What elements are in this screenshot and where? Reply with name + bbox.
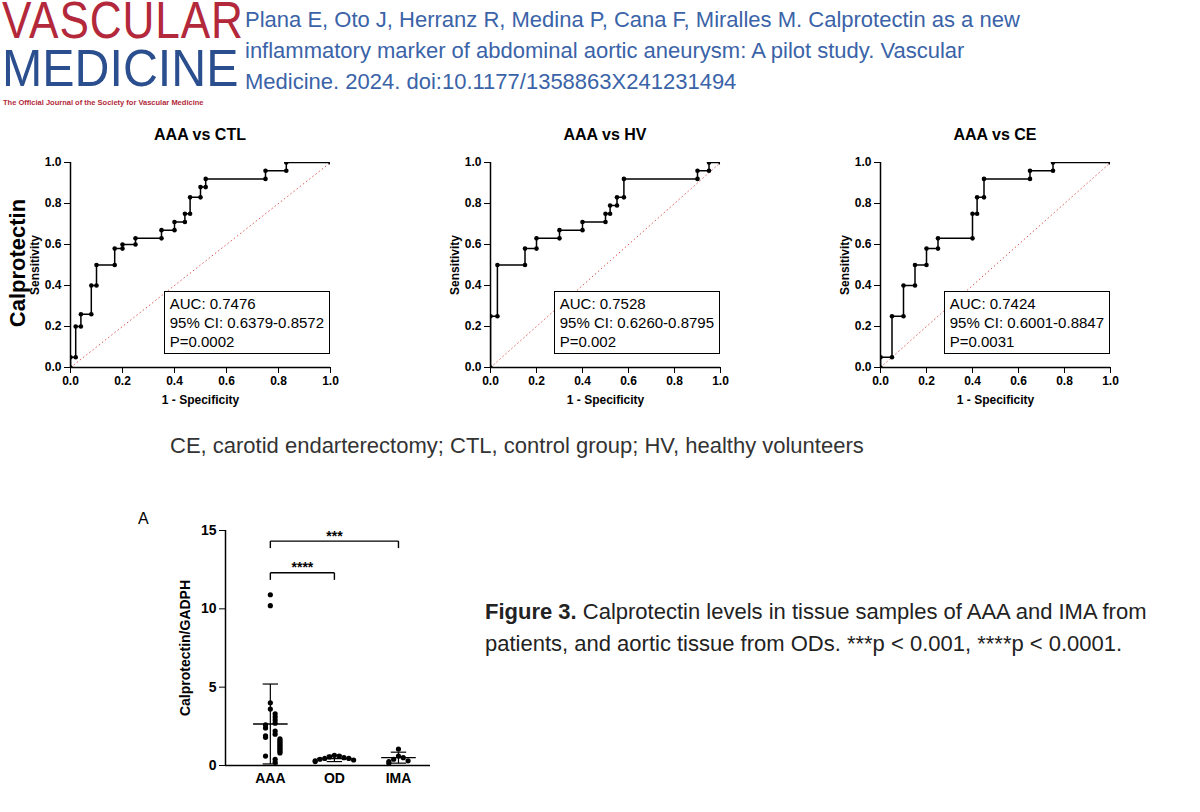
svg-text:0.6: 0.6 xyxy=(620,374,637,388)
svg-text:0.0: 0.0 xyxy=(62,374,79,388)
html-text:95% CI: 0.6260-0.8795: 95% CI: 0.6260-0.8795 xyxy=(559,314,714,331)
svg-text:Calprotectin/GADPH: Calprotectin/GADPH xyxy=(177,580,193,716)
svg-text:0.4: 0.4 xyxy=(465,278,482,292)
html-text:AUC: 0.7476: AUC: 0.7476 xyxy=(169,295,256,312)
html-text:A: A xyxy=(138,510,149,527)
svg-text:0.8: 0.8 xyxy=(465,196,482,210)
svg-text:1.0: 1.0 xyxy=(1102,374,1119,388)
svg-text:0.6: 0.6 xyxy=(465,237,482,251)
svg-text:0.6: 0.6 xyxy=(218,374,235,388)
svg-text:0.2: 0.2 xyxy=(855,319,872,333)
svg-text:0.0: 0.0 xyxy=(482,374,499,388)
svg-text:AAA: AAA xyxy=(255,770,285,786)
svg-text:1 - Specificity: 1 - Specificity xyxy=(957,393,1035,407)
svg-text:IMA: IMA xyxy=(386,770,412,786)
html-text:Calprotectin: Calprotectin xyxy=(5,198,30,328)
svg-text:0.2: 0.2 xyxy=(528,374,545,388)
html-text:Figure 3. Calprotectin levels: Figure 3. Calprotectin levels in tissue … xyxy=(485,599,1147,656)
svg-text:0.6: 0.6 xyxy=(855,237,872,251)
svg-text:0.8: 0.8 xyxy=(666,374,683,388)
svg-text:1.0: 1.0 xyxy=(712,374,729,388)
svg-text:0.0: 0.0 xyxy=(45,360,62,374)
svg-text:0.2: 0.2 xyxy=(45,319,62,333)
html-text:95% CI: 0.6379-0.8572: 95% CI: 0.6379-0.8572 xyxy=(169,314,324,331)
svg-text:****: **** xyxy=(291,559,313,575)
svg-text:5: 5 xyxy=(209,679,217,695)
html-text:AUC: 0.7424: AUC: 0.7424 xyxy=(949,295,1036,312)
svg-text:OD: OD xyxy=(324,770,345,786)
html-text:AUC: 0.7528: AUC: 0.7528 xyxy=(559,295,646,312)
html-text:MEDICINE: MEDICINE xyxy=(2,39,239,97)
html-text:Medicine. 2024. doi:10.1177/13: Medicine. 2024. doi:10.1177/1358863X2412… xyxy=(245,69,737,94)
svg-text:1 - Specificity: 1 - Specificity xyxy=(567,393,645,407)
svg-text:1.0: 1.0 xyxy=(322,374,339,388)
svg-text:0.4: 0.4 xyxy=(45,278,62,292)
svg-text:0.4: 0.4 xyxy=(855,278,872,292)
svg-text:0.8: 0.8 xyxy=(45,196,62,210)
svg-text:Sensitivity: Sensitivity xyxy=(448,235,462,295)
svg-text:0.8: 0.8 xyxy=(270,374,287,388)
html-text:The Official Journal of the So: The Official Journal of the Society for … xyxy=(3,98,204,107)
svg-text:0.8: 0.8 xyxy=(1056,374,1073,388)
svg-text:***: *** xyxy=(326,528,343,544)
svg-text:Sensitivity: Sensitivity xyxy=(28,235,42,295)
html-text:AAA vs HV: AAA vs HV xyxy=(563,126,647,143)
svg-text:0.6: 0.6 xyxy=(45,237,62,251)
html-text:CE, carotid endarterectomy; CT: CE, carotid endarterectomy; CTL, control… xyxy=(170,433,864,458)
html-text:AAA vs CE: AAA vs CE xyxy=(953,126,1037,143)
svg-text:0.4: 0.4 xyxy=(574,374,591,388)
svg-text:0.4: 0.4 xyxy=(964,374,981,388)
svg-text:0.0: 0.0 xyxy=(855,360,872,374)
svg-text:0: 0 xyxy=(209,757,217,773)
html-text:P=0.0031: P=0.0031 xyxy=(949,333,1015,350)
svg-text:1.0: 1.0 xyxy=(855,155,872,169)
svg-text:0.2: 0.2 xyxy=(918,374,935,388)
html-text:inflammatory marker of abdomin: inflammatory marker of abdominal aortic … xyxy=(245,38,965,63)
svg-text:0.2: 0.2 xyxy=(465,319,482,333)
svg-text:Sensitivity: Sensitivity xyxy=(838,235,852,295)
svg-text:0.6: 0.6 xyxy=(1010,374,1027,388)
html-text:95% CI: 0.6001-0.8847: 95% CI: 0.6001-0.8847 xyxy=(949,314,1104,331)
svg-text:0.2: 0.2 xyxy=(114,374,131,388)
html-text:AAA vs CTL: AAA vs CTL xyxy=(154,126,246,143)
svg-text:0.4: 0.4 xyxy=(166,374,183,388)
html-text:P=0.002: P=0.002 xyxy=(559,333,616,350)
html-text:P=0.0002: P=0.0002 xyxy=(169,333,235,350)
svg-text:1.0: 1.0 xyxy=(45,155,62,169)
svg-text:10: 10 xyxy=(201,600,217,616)
svg-text:0.0: 0.0 xyxy=(872,374,889,388)
html-text:Plana E, Oto J, Herranz R, Med: Plana E, Oto J, Herranz R, Medina P, Can… xyxy=(245,7,1020,32)
svg-text:0.8: 0.8 xyxy=(855,196,872,210)
svg-text:15: 15 xyxy=(201,522,217,538)
svg-text:1 - Specificity: 1 - Specificity xyxy=(162,393,240,407)
svg-text:1.0: 1.0 xyxy=(465,155,482,169)
svg-text:0.0: 0.0 xyxy=(465,360,482,374)
